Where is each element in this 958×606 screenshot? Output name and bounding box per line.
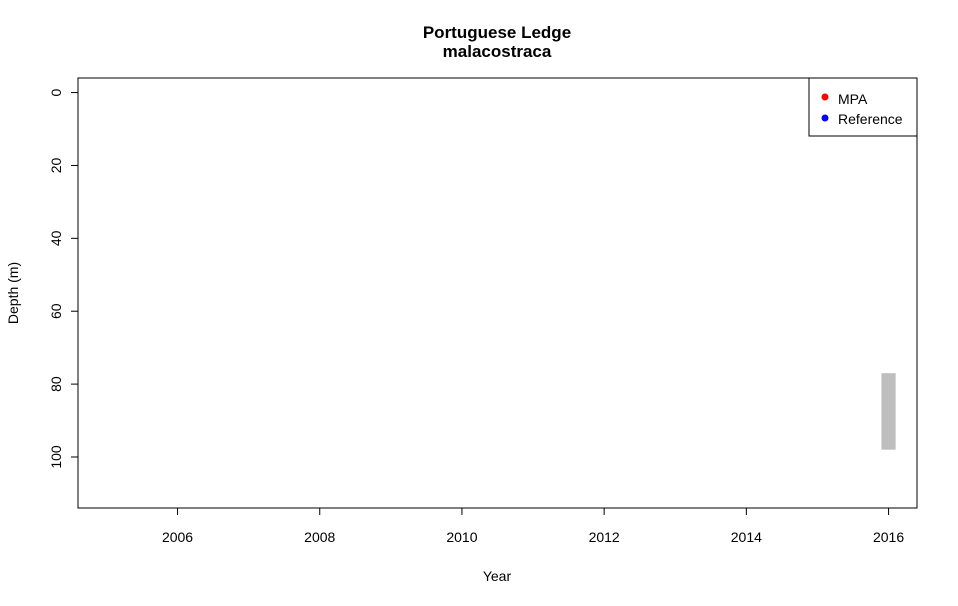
legend-label-mpa: MPA — [838, 91, 868, 107]
y-axis-label: Depth (m) — [5, 262, 21, 324]
x-tick-label: 2012 — [589, 529, 620, 545]
y-tick-label: 0 — [48, 88, 64, 96]
legend-marker-mpa — [821, 93, 829, 101]
y-tick-label: 60 — [48, 303, 64, 319]
y-axis: 0 20 40 60 80 100 — [48, 88, 79, 469]
legend-label-reference: Reference — [838, 111, 903, 127]
plot-frame — [77, 77, 918, 509]
x-tick-label: 2010 — [446, 529, 477, 545]
chart-subtitle: malacostraca — [443, 42, 552, 61]
x-tick-label: 2016 — [873, 529, 904, 545]
legend-marker-reference — [821, 114, 829, 122]
x-axis: 2006 2008 2010 2012 2014 2016 — [162, 507, 904, 545]
bars-layer — [881, 373, 896, 450]
y-tick-label: 80 — [48, 376, 64, 392]
y-tick-label: 20 — [48, 157, 64, 173]
x-tick-label: 2008 — [304, 529, 335, 545]
depth-range-bar — [881, 373, 896, 450]
x-tick-label: 2006 — [162, 529, 193, 545]
y-tick-label: 100 — [48, 445, 64, 469]
legend-box — [808, 77, 918, 137]
y-tick-label: 40 — [48, 230, 64, 246]
x-axis-label: Year — [483, 568, 512, 584]
chart-title: Portuguese Ledge — [423, 23, 571, 42]
legend: MPA Reference — [808, 77, 918, 137]
x-tick-label: 2014 — [731, 529, 762, 545]
